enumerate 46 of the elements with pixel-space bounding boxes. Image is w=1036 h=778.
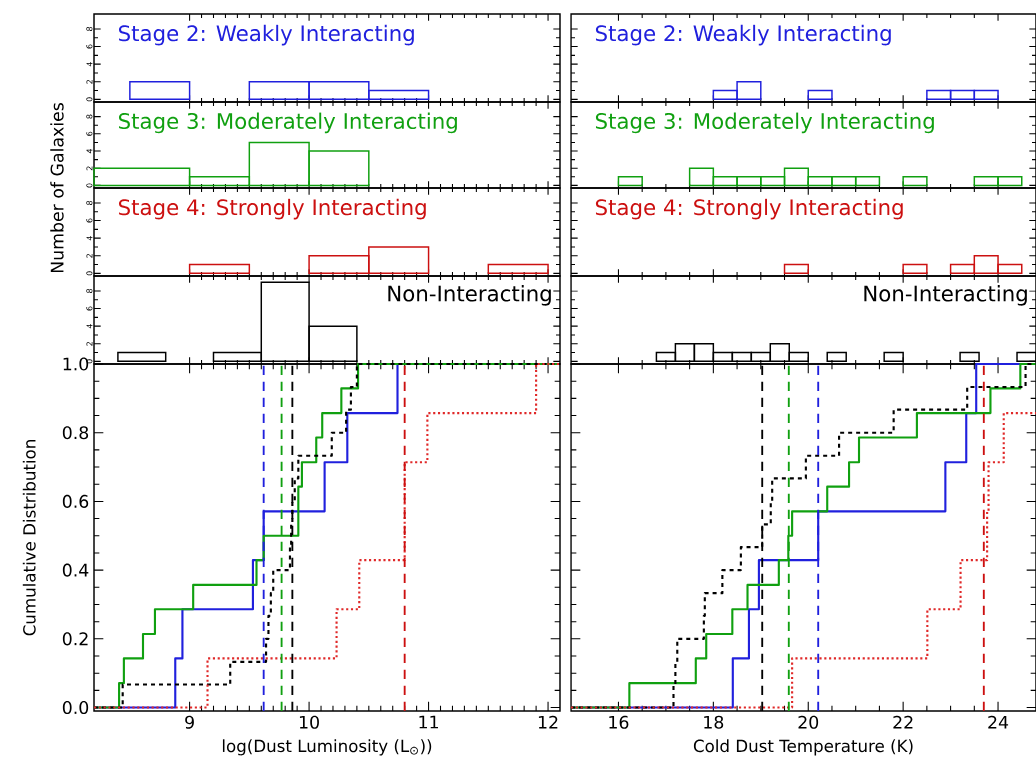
chart-title: Stage 2: Weakly Interacting: [118, 24, 414, 46]
y-tick-label: 2: [86, 166, 93, 171]
chart-title: Non-Interacting: [388, 285, 551, 306]
x-axis-title: log(Dust Luminosity (L$_{⊙}$)): [222, 739, 432, 756]
y-tick-label: 4: [86, 62, 93, 67]
chart-title: Non-Interacting: [864, 285, 1027, 306]
x-tick-label: 11: [419, 715, 438, 729]
x-tick-label: 9: [185, 715, 194, 729]
y-tick-label: 4: [86, 148, 93, 154]
x-tick-label: 12: [538, 715, 558, 729]
y-tick-label: 6: [86, 44, 93, 49]
chart-title: Stage 3: Moderately Interacting: [118, 112, 457, 134]
y-tick-label: 2: [86, 342, 93, 346]
y-tick-label: 0.6: [62, 494, 89, 508]
y-tick-label: 8: [86, 114, 93, 119]
y-axis-title: Number of Galaxies: [50, 103, 64, 273]
x-tick-label: 18: [704, 715, 724, 729]
y-tick-label: 0.2: [62, 632, 88, 646]
x-axis-title: Cold Dust Temperature (K): [693, 739, 913, 756]
y-tick-label: 0: [86, 97, 93, 102]
y-tick-label: 0.8: [62, 426, 89, 440]
y-tick-label: 1.0: [63, 357, 89, 371]
x-tick-label: 20: [798, 715, 819, 729]
y-tick-label: 0.4: [62, 563, 89, 577]
y-tick-label: 6: [86, 131, 93, 136]
x-tick-label: 10: [299, 715, 319, 729]
chart-title: Stage 4: Strongly Interacting: [118, 198, 426, 220]
y-tick-label: 0: [86, 271, 93, 276]
chart-title: Stage 4: Strongly Interacting: [595, 198, 903, 220]
chart-title: Stage 3: Moderately Interacting: [595, 112, 934, 134]
x-tick-label: 16: [609, 715, 629, 729]
x-tick-label: 24: [988, 715, 1009, 729]
y-axis-title: Cumulative Distribution: [22, 440, 36, 636]
x-tick-label: 22: [893, 715, 913, 729]
y-tick-label: 2: [86, 80, 93, 84]
y-tick-label: 8: [86, 200, 93, 205]
y-tick-label: 2: [86, 254, 93, 258]
y-tick-label: 6: [86, 306, 93, 311]
y-tick-label: 8: [86, 288, 93, 293]
y-tick-label: 6: [86, 218, 93, 223]
y-tick-label: 0.0: [62, 701, 89, 715]
y-tick-label: 4: [86, 236, 93, 241]
y-tick-label: 0: [86, 183, 93, 188]
chart-title: Stage 2: Weakly Interacting: [595, 24, 891, 46]
y-tick-label: 8: [86, 26, 93, 31]
y-tick-label: 4: [86, 324, 93, 329]
